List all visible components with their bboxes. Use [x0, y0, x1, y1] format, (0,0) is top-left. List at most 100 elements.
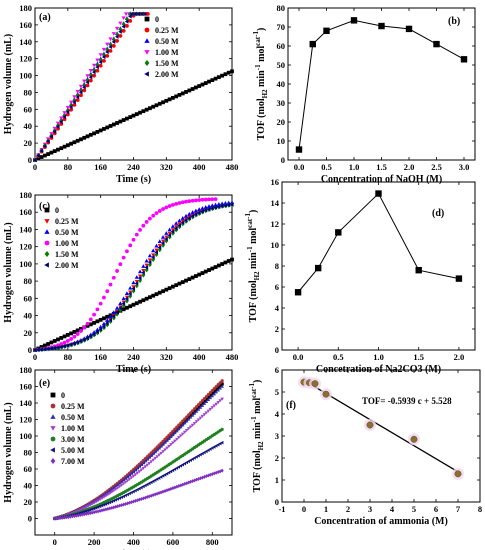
data-point: [183, 213, 189, 218]
data-point: [155, 445, 159, 449]
data-point: [161, 442, 165, 446]
data-point: [102, 58, 106, 63]
data-point: [218, 399, 222, 403]
series-200M: [32, 202, 234, 353]
y-axis-label: Hydrogen volume (mL): [3, 34, 14, 134]
data-point: [192, 409, 197, 413]
data-point: [190, 413, 195, 417]
data-point: [175, 425, 179, 429]
data-point: [42, 153, 47, 158]
data-point: [92, 67, 96, 73]
data-point: [157, 247, 162, 253]
legend-label: 1.50 M: [55, 250, 79, 259]
data-point: [95, 129, 100, 134]
x-tick-label: 2: [346, 504, 350, 514]
series-0: [33, 257, 234, 352]
data-point: [216, 204, 221, 209]
data-point: [220, 427, 224, 431]
data-point: [213, 202, 218, 207]
data-point: [104, 507, 108, 512]
data-point: [174, 221, 179, 225]
data-point: [59, 336, 64, 340]
data-point: [114, 34, 119, 39]
data-point: [193, 208, 198, 213]
data-point: [144, 267, 149, 273]
data-point: [82, 506, 87, 510]
data-point: [65, 105, 70, 110]
data-point: [160, 235, 166, 239]
y-tick-label: 20: [277, 117, 286, 127]
y-tick-label: 160: [19, 20, 32, 30]
data-point: [141, 270, 145, 275]
y-tick-label: 160: [19, 207, 32, 217]
data-point: [186, 417, 191, 421]
data-point: [114, 305, 120, 310]
y-tick-label: 0: [281, 155, 285, 165]
data-point: [198, 416, 203, 420]
legend-label: 7.00 M: [61, 457, 85, 466]
y-tick-label: 40: [24, 121, 33, 131]
data-point: [115, 121, 119, 125]
data-point: [135, 466, 140, 470]
data-point: [121, 16, 126, 21]
data-point: [127, 473, 132, 477]
data-point: [72, 100, 76, 105]
data-point: [167, 286, 172, 291]
data-point: [85, 80, 90, 85]
y-tick-label: 0: [275, 497, 279, 507]
data-point: [167, 231, 172, 236]
data-point: [102, 52, 106, 58]
data-point: [105, 321, 109, 326]
data-point: [170, 228, 175, 232]
data-point: [121, 301, 126, 306]
data-point: [220, 262, 225, 266]
y-tick-label: 100: [19, 431, 32, 441]
data-point: [218, 381, 222, 385]
data-point: [49, 346, 53, 351]
data-point: [74, 513, 78, 518]
data-point: [169, 431, 173, 435]
legend-marker: [144, 71, 149, 77]
data-point: [59, 342, 64, 346]
data-point: [82, 512, 86, 517]
data-point: [193, 198, 198, 203]
data-point: [98, 324, 103, 329]
data-point: [196, 418, 201, 422]
data-point: [79, 93, 83, 98]
data-point: [134, 275, 139, 279]
data-point: [84, 511, 88, 516]
data-point: [65, 339, 70, 343]
legend-label: 0.25 M: [155, 26, 179, 35]
data-point: [216, 263, 221, 268]
x-tick-label: 7: [456, 504, 461, 514]
panel-b: 0.0 0.5 1.0 1.5 2.0 2.5 3.0 0 10 20 30 40 50 60 70 80 Co…: [252, 3, 476, 185]
legend-label: 2.00 M: [155, 70, 179, 79]
data-point: [131, 285, 136, 289]
data-point: [202, 399, 207, 404]
data-point: [147, 453, 151, 457]
data-point: [161, 289, 165, 294]
data-point: [143, 459, 148, 463]
data-point: [62, 111, 67, 115]
data-point: [157, 101, 162, 106]
data-point: [210, 78, 215, 83]
data-point: [141, 298, 146, 303]
data-point: [68, 105, 73, 110]
data-point: [180, 463, 185, 467]
data-point: [148, 216, 152, 221]
data-point: [85, 83, 90, 88]
data-point: [170, 229, 175, 234]
data-point: [138, 228, 142, 232]
y-tick-label: 100: [19, 71, 32, 81]
y-tick-label: 0: [28, 514, 32, 524]
data-point: [213, 205, 218, 210]
y-tick-label: 12: [271, 219, 280, 229]
data-point: [78, 90, 83, 95]
data-point: [132, 11, 137, 17]
data-point: [137, 470, 142, 474]
data-point: [200, 451, 204, 456]
data-point: [198, 403, 203, 408]
data-point: [115, 269, 119, 273]
data-point: [164, 287, 169, 292]
